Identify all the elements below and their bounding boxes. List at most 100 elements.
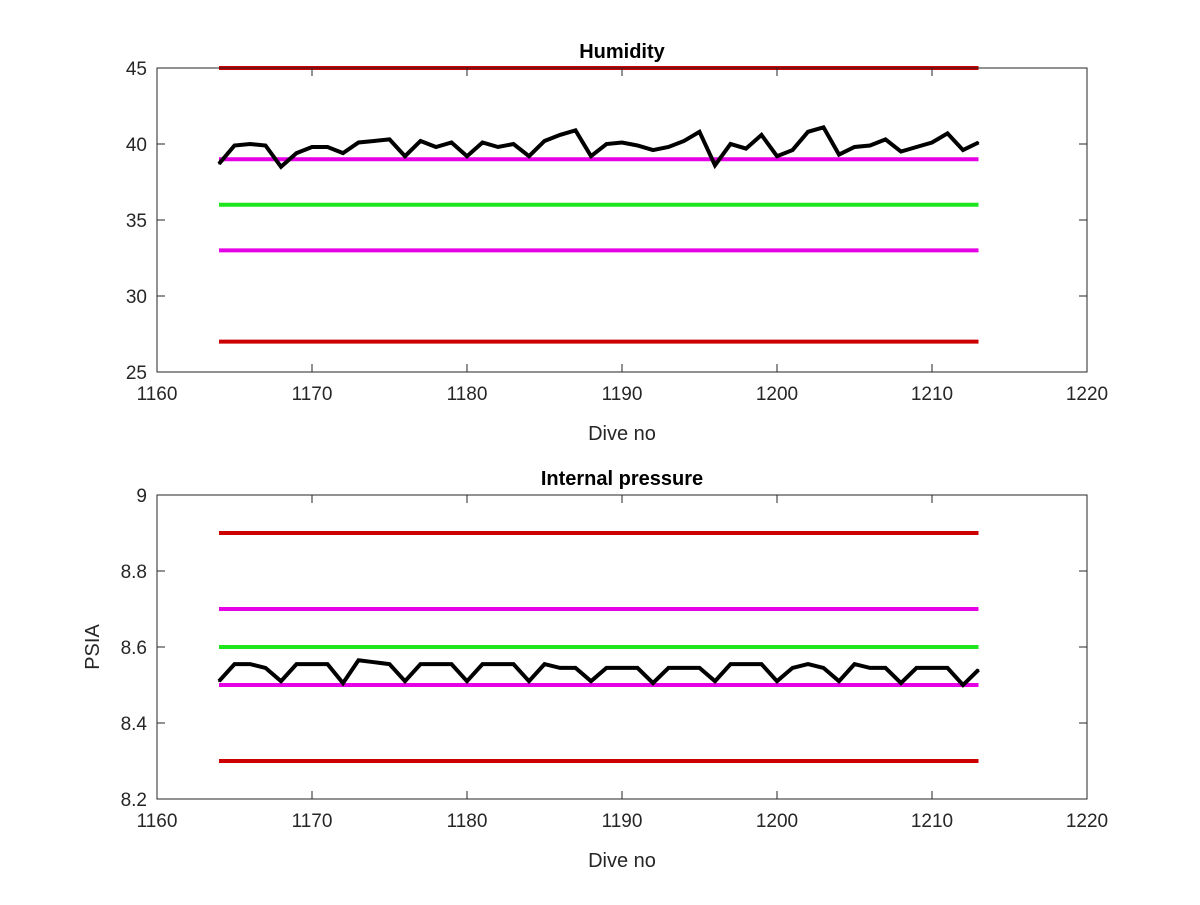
data-point xyxy=(280,680,282,682)
data-point xyxy=(419,663,422,665)
x-tick-label: 1200 xyxy=(756,384,798,405)
data-point xyxy=(822,667,825,669)
data-point xyxy=(931,141,933,144)
x-tick-label: 1220 xyxy=(1066,384,1108,405)
data-point xyxy=(218,680,220,682)
data-point xyxy=(884,667,887,669)
data-point xyxy=(295,152,298,154)
data-point xyxy=(326,146,329,148)
data-point xyxy=(373,661,375,663)
data-point xyxy=(326,663,329,665)
data-point xyxy=(404,680,406,682)
data-point xyxy=(869,144,871,147)
data-point xyxy=(962,149,964,151)
data-point xyxy=(915,146,918,148)
y-tick-label: 8.8 xyxy=(121,562,147,583)
data-point xyxy=(512,663,515,665)
data-point xyxy=(838,153,840,156)
data-point xyxy=(884,138,887,141)
data-point xyxy=(807,131,809,133)
data-point xyxy=(605,667,608,669)
data-point xyxy=(218,162,220,165)
data-point xyxy=(419,140,422,142)
data-point xyxy=(264,667,267,669)
data-point xyxy=(714,164,716,167)
data-point xyxy=(621,667,623,669)
data-point xyxy=(435,663,437,665)
data-point xyxy=(776,680,778,682)
data-point xyxy=(807,663,809,665)
data-point xyxy=(962,684,964,686)
y-tick-label: 25 xyxy=(126,363,147,384)
x-tick-label: 1220 xyxy=(1066,811,1108,832)
x-tick-label: 1170 xyxy=(292,811,333,832)
data-point xyxy=(915,667,918,669)
series-line-1 xyxy=(217,124,980,170)
chart-title: Humidity xyxy=(579,41,665,63)
data-point xyxy=(869,667,871,669)
data-point xyxy=(590,155,592,157)
data-point xyxy=(791,667,794,669)
data-point xyxy=(590,680,592,682)
data-point xyxy=(481,141,484,144)
data-point xyxy=(931,667,933,669)
data-point xyxy=(388,138,391,141)
data-point xyxy=(450,663,453,665)
data-point xyxy=(311,146,313,148)
x-tick-label: 1160 xyxy=(137,811,178,832)
y-tick-label: 8.6 xyxy=(121,638,147,659)
data-point xyxy=(776,155,778,157)
data-point xyxy=(636,667,639,669)
data-point xyxy=(249,143,251,145)
x-tick-label: 1170 xyxy=(292,384,333,405)
data-point xyxy=(745,663,747,665)
data-point xyxy=(357,141,360,144)
x-tick-label: 1180 xyxy=(447,384,488,405)
data-point xyxy=(652,149,654,151)
x-tick-label: 1190 xyxy=(602,384,643,405)
data-point xyxy=(466,680,468,682)
data-point xyxy=(760,134,763,136)
data-point xyxy=(528,680,530,682)
data-point xyxy=(311,663,313,665)
x-tick-label: 1210 xyxy=(911,811,953,832)
y-tick-label: 8.4 xyxy=(121,714,148,735)
data-point xyxy=(729,143,732,145)
y-tick-label: 8.2 xyxy=(121,790,147,811)
data-point xyxy=(543,663,546,665)
data-point xyxy=(404,155,406,157)
data-point xyxy=(497,663,499,665)
x-tick-label: 1210 xyxy=(911,384,953,405)
data-point xyxy=(357,659,360,662)
series-line-1 xyxy=(217,658,980,688)
data-point xyxy=(729,663,732,665)
data-point xyxy=(900,682,902,684)
data-point xyxy=(466,155,468,157)
data-point xyxy=(760,663,763,665)
data-point xyxy=(342,152,344,154)
data-point xyxy=(605,143,608,145)
data-point xyxy=(543,140,546,142)
data-point xyxy=(791,149,794,151)
data-point xyxy=(512,143,515,145)
y-tick-label: 40 xyxy=(126,135,147,156)
data-point xyxy=(249,663,251,665)
data-point xyxy=(946,667,949,669)
x-axis-label: Dive no xyxy=(588,423,656,445)
data-point xyxy=(698,667,701,669)
y-tick-label: 45 xyxy=(126,59,147,80)
data-point xyxy=(636,144,639,147)
data-point xyxy=(528,155,530,157)
data-point xyxy=(683,140,685,142)
data-point xyxy=(822,126,825,129)
data-point xyxy=(435,146,437,148)
data-point xyxy=(667,146,670,148)
data-point xyxy=(698,131,701,133)
y-tick-label: 35 xyxy=(126,211,147,232)
chart-title: Internal pressure xyxy=(541,468,703,490)
data-point xyxy=(342,682,344,684)
data-point xyxy=(745,147,747,150)
y-tick-label: 9 xyxy=(136,486,147,507)
